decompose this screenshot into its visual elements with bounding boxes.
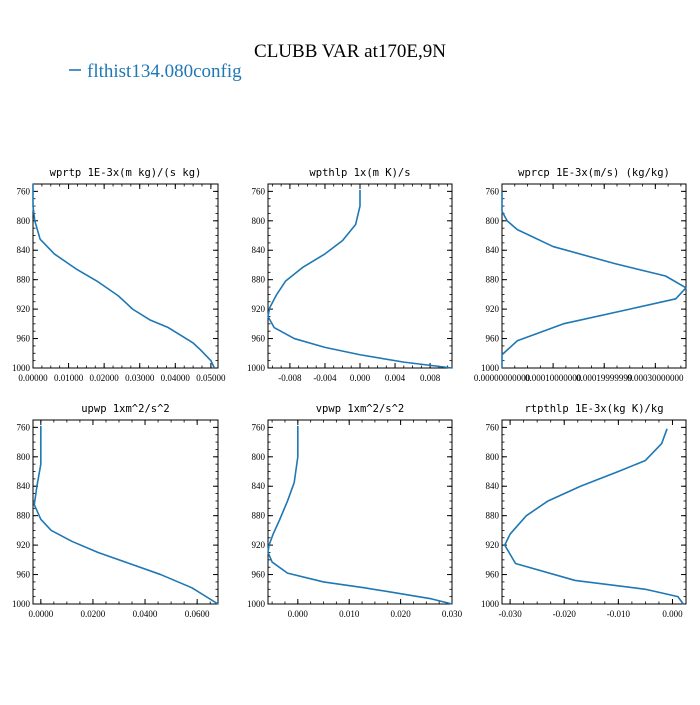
- y-tick-label: 960: [486, 570, 500, 580]
- legend-label: flthist134.080config: [87, 61, 242, 82]
- y-tick-label: 1000: [12, 599, 31, 609]
- y-tick-label: 760: [17, 422, 31, 432]
- y-tick-label: 880: [486, 511, 500, 521]
- figure-legend: flthist134.080config: [69, 61, 242, 82]
- y-tick-label: 840: [252, 481, 266, 491]
- chart-panel-2: wpthlp 1x(m K)/s 760 800 840 880 920 960 1000 -0…: [247, 167, 453, 383]
- y-tick-label: 1000: [12, 363, 31, 373]
- chart-title: rtpthlp 1E-3x(kg K)/kg: [524, 403, 663, 415]
- x-tick-label: 0.04000: [161, 373, 191, 383]
- x-tick-label: -0.004: [313, 373, 337, 383]
- y-tick-label: 800: [486, 452, 500, 462]
- y-tick-label: 800: [17, 216, 31, 226]
- x-tick-label: 0.01000: [54, 373, 84, 383]
- y-tick-label: 1000: [247, 363, 266, 373]
- y-tick-label: 920: [252, 540, 266, 550]
- y-tick-label: 880: [17, 275, 31, 285]
- chart-title: upwp 1xm^2/s^2: [81, 403, 170, 415]
- series-line: [32, 184, 216, 369]
- figure-title: CLUBB VAR at170E,9N: [254, 41, 446, 62]
- x-tick-label: 0.0000: [28, 609, 53, 619]
- chart-panel-3: wprcp 1E-3x(m/s) (kg/kg) 760 800 840 880 920 9…: [474, 167, 687, 383]
- plot-frame: [267, 419, 453, 605]
- x-tick-label: 0.004: [385, 373, 406, 383]
- y-tick-label: 880: [486, 275, 500, 285]
- x-tick-label: 0.02000: [90, 373, 120, 383]
- chart-panel-6: rtpthlp 1E-3x(kg K)/kg 760 800 840 880 920 960…: [481, 403, 687, 619]
- series-line: [267, 189, 453, 369]
- x-tick-label: 0.000: [288, 609, 309, 619]
- chart-title: wprtp 1E-3x(m kg)/(s kg): [50, 167, 202, 179]
- y-tick-label: 760: [486, 186, 500, 196]
- x-tick-label: -0.008: [278, 373, 302, 383]
- x-tick-label: 0.00000: [18, 373, 48, 383]
- plot-frame: [267, 183, 453, 369]
- y-tick-label: 880: [252, 275, 266, 285]
- chart-title: wprcp 1E-3x(m/s) (kg/kg): [518, 167, 670, 179]
- y-tick-label: 1000: [481, 599, 500, 609]
- y-tick-label: 920: [486, 540, 500, 550]
- y-tick-label: 840: [252, 245, 266, 255]
- chart-panels: wprtp 1E-3x(m kg)/(s kg) 760 800 840 880 920 9…: [12, 167, 687, 619]
- x-tick-label: 0.010: [339, 609, 360, 619]
- x-tick-label: 0.0200: [81, 609, 106, 619]
- series-line: [503, 428, 684, 605]
- plot-frame: [501, 419, 687, 605]
- x-tick-label: 0.000: [350, 373, 371, 383]
- x-tick-label: 0.008: [420, 373, 441, 383]
- chart-panel-1: wprtp 1E-3x(m kg)/(s kg) 760 800 840 880 920 9…: [12, 167, 226, 383]
- chart-panel-5: vpwp 1xm^2/s^2 760 800 840 880 920 960 1000 0.00…: [247, 403, 463, 619]
- x-tick-label: 0.0600: [185, 609, 210, 619]
- plot-frame: [32, 183, 219, 369]
- y-tick-label: 1000: [247, 599, 266, 609]
- y-tick-label: 1000: [481, 363, 500, 373]
- chart-panel-4: upwp 1xm^2/s^2 760 800 840 880 920 960 10000.00…: [12, 403, 219, 619]
- y-tick-label: 800: [252, 452, 266, 462]
- plot-frame: [501, 183, 687, 369]
- x-tick-label: 0.0400: [133, 609, 158, 619]
- y-tick-label: 760: [252, 186, 266, 196]
- series-line: [267, 425, 453, 605]
- x-tick-label: 0.03000: [125, 373, 155, 383]
- series-line: [501, 191, 687, 368]
- plot-frame: [32, 419, 219, 605]
- x-tick-label: 0.020: [390, 609, 411, 619]
- y-tick-label: 920: [252, 304, 266, 314]
- y-tick-label: 960: [252, 570, 266, 580]
- y-tick-label: 760: [486, 422, 500, 432]
- y-tick-label: 800: [486, 216, 500, 226]
- y-tick-label: 760: [17, 186, 31, 196]
- y-tick-label: 960: [17, 570, 31, 580]
- y-tick-label: 760: [252, 422, 266, 432]
- y-tick-label: 840: [486, 245, 500, 255]
- y-tick-label: 880: [252, 511, 266, 521]
- x-tick-label: 0.030: [442, 609, 463, 619]
- x-tick-label: 0.000: [662, 609, 683, 619]
- x-tick-label: -0.020: [553, 609, 577, 619]
- y-tick-label: 960: [486, 334, 500, 344]
- x-tick-label: 0.00030000000: [627, 373, 684, 383]
- y-tick-label: 920: [17, 540, 31, 550]
- chart-title: wpthlp 1x(m K)/s: [309, 167, 410, 179]
- y-tick-label: 800: [17, 452, 31, 462]
- x-tick-label: -0.010: [607, 609, 631, 619]
- y-tick-label: 960: [252, 334, 266, 344]
- series-line: [33, 425, 219, 605]
- y-tick-label: 920: [486, 304, 500, 314]
- y-tick-label: 800: [252, 216, 266, 226]
- y-tick-label: 840: [17, 245, 31, 255]
- y-tick-label: 920: [17, 304, 31, 314]
- x-tick-label: 0.00010000000: [525, 373, 582, 383]
- x-tick-label: 0.00019999999: [576, 373, 633, 383]
- x-tick-label: -0.030: [498, 609, 522, 619]
- y-tick-label: 840: [486, 481, 500, 491]
- chart-title: vpwp 1xm^2/s^2: [316, 403, 405, 415]
- x-tick-label: 0.05000: [196, 373, 226, 383]
- y-tick-label: 840: [17, 481, 31, 491]
- y-tick-label: 880: [17, 511, 31, 521]
- y-tick-label: 960: [17, 334, 31, 344]
- x-tick-label: 0.00000000000: [474, 373, 531, 383]
